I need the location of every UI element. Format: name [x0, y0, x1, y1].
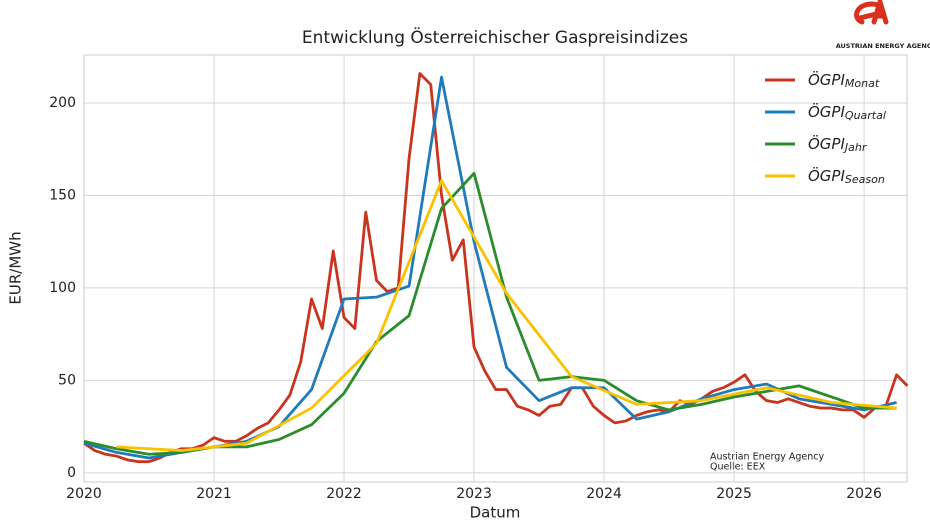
x-tick-label: 2022: [326, 486, 362, 502]
y-tick-label: 50: [58, 372, 76, 388]
y-tick-label: 150: [49, 187, 76, 203]
logo-mark: [854, 0, 889, 25]
x-tick-label: 2020: [66, 486, 102, 502]
grid: 0 50 100 150 200 2020 2021 2022 2023 2024 2025 2026: [49, 54, 908, 502]
logo: AUSTRIAN ENERGY AGENCY: [836, 0, 930, 50]
legend-label: ÖGPIMonat: [808, 70, 880, 91]
legend-label: ÖGPIJahr: [808, 134, 868, 155]
annotation: Austrian Energy Agency: [710, 452, 824, 463]
x-tick-label: 2026: [846, 486, 882, 502]
logo-text: AUSTRIAN ENERGY AGENCY: [836, 42, 930, 50]
plot-frame: [83, 54, 908, 483]
legend-name: ÖGPI: [808, 134, 845, 153]
legend-label: ÖGPISeason: [808, 166, 885, 187]
chart-title: Entwicklung Österreichischer Gaspreisind…: [302, 26, 688, 48]
y-tick-label: 0: [67, 465, 76, 481]
y-tick-label: 100: [49, 280, 76, 296]
plot-area: [84, 55, 907, 482]
x-tick-label: 2024: [586, 486, 622, 502]
lines: [83, 72, 909, 464]
series-line: [116, 179, 897, 452]
legend-name: ÖGPI: [808, 102, 845, 121]
series-line: [83, 72, 909, 464]
legend-subscript: Jahr: [843, 141, 868, 154]
legend-label: ÖGPIQuartal: [808, 102, 886, 123]
annotation: Quelle: EEX: [710, 462, 766, 473]
legend-name: ÖGPI: [808, 70, 845, 89]
x-tick-label: 2023: [456, 486, 492, 502]
y-tick-label: 200: [49, 95, 76, 111]
x-tick-label: 2021: [196, 486, 232, 502]
y-axis-label: EUR/MWh: [7, 231, 25, 304]
legend-subscript: Monat: [845, 77, 880, 90]
legend-name: ÖGPI: [808, 166, 845, 185]
legend-subscript: Quartal: [845, 109, 886, 122]
x-tick-label: 2025: [716, 486, 752, 502]
x-axis-label: Datum: [470, 504, 521, 522]
legend-subscript: Season: [845, 173, 885, 186]
